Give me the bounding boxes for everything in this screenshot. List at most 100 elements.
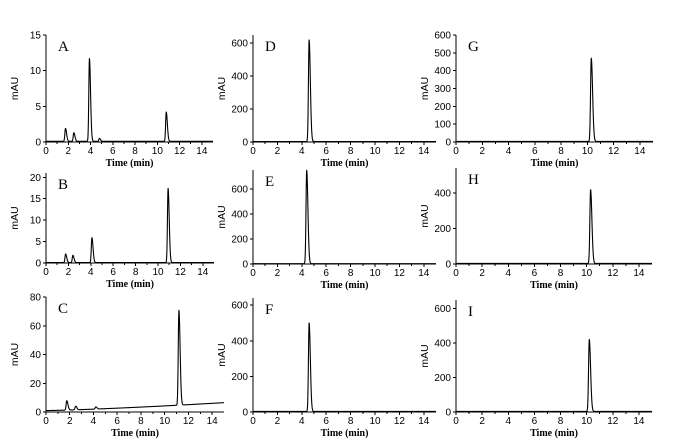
y-axis-title: mAU (419, 204, 431, 227)
panel-f: 0 2 4 6 8 10 12 14 0 200 400 600 Time (min) mAU F (216, 298, 437, 439)
y-tick-label: 60 (30, 321, 42, 332)
y-tick-label: 300 (434, 84, 451, 95)
y-tick-label: 200 (231, 105, 248, 116)
x-tick-label: 0 (250, 416, 256, 427)
y-tick-label: 20 (30, 173, 42, 184)
y-tick-label: 5 (35, 102, 41, 113)
x-tick-label: 8 (558, 146, 564, 157)
y-tick-label: 200 (434, 102, 451, 113)
x-tick-label: 12 (607, 416, 619, 427)
y-tick-label: 200 (434, 224, 451, 235)
x-tick-label: 8 (132, 146, 138, 157)
x-tick-label: 6 (323, 146, 329, 157)
y-axis-title: mAU (9, 206, 21, 229)
chromatogram-trace (45, 309, 225, 412)
panel-a: 0 2 4 6 8 10 12 14 0 5 10 15 Time (min) mAU A (9, 31, 214, 169)
y-tick-label: 400 (434, 188, 451, 199)
x-axis-title: Time (min) (321, 428, 369, 439)
x-tick-label: 0 (43, 267, 49, 278)
x-tick-label: 10 (369, 416, 381, 427)
x-axis-title: Time (min) (111, 428, 159, 439)
x-tick-label: 4 (505, 268, 511, 279)
x-tick-label: 0 (43, 146, 49, 157)
chromatogram-trace (252, 169, 437, 265)
x-tick-label: 2 (479, 146, 485, 157)
y-tick-label: 600 (434, 31, 451, 42)
chromatogram-trace (455, 189, 653, 265)
panel-h: 0 2 4 6 8 10 12 14 0 200 400 Time (min) mAU H (419, 168, 653, 291)
x-tick-label: 2 (275, 416, 281, 427)
panel-d: 0 2 4 6 8 10 12 14 0 200 400 600 Time (min) mAU D (216, 35, 437, 169)
x-tick-label: 12 (394, 268, 406, 279)
x-tick-label: 14 (197, 267, 209, 278)
x-tick-label: 8 (138, 416, 144, 427)
x-tick-label: 0 (250, 268, 256, 279)
x-tick-label: 10 (152, 146, 164, 157)
y-tick-label: 40 (30, 350, 42, 361)
x-tick-label: 10 (152, 267, 164, 278)
y-tick-label: 500 (434, 48, 451, 59)
x-tick-label: 4 (299, 146, 305, 157)
panel-label: G (468, 39, 479, 55)
y-tick-label: 600 (231, 39, 248, 50)
y-tick-label: 400 (231, 336, 248, 347)
panel-label: I (468, 304, 473, 320)
x-tick-label: 14 (633, 416, 645, 427)
x-tick-label: 4 (88, 146, 94, 157)
chromatogram-trace (45, 187, 215, 264)
y-axis-title: mAU (216, 205, 228, 228)
panel-label: C (58, 301, 68, 317)
y-tick-label: 80 (30, 293, 42, 304)
x-axis-title: Time (min) (106, 279, 154, 290)
chromatogram-trace (455, 57, 654, 143)
panel-label: F (265, 302, 273, 318)
x-tick-label: 4 (299, 416, 305, 427)
y-tick-label: 600 (434, 304, 451, 315)
chromatogram-trace (45, 57, 214, 142)
x-axis-title: Time (min) (106, 158, 154, 169)
x-tick-label: 6 (532, 146, 538, 157)
x-tick-label: 14 (207, 416, 219, 427)
y-tick-label: 200 (231, 372, 248, 383)
x-tick-label: 2 (67, 416, 73, 427)
x-tick-label: 14 (418, 416, 430, 427)
x-tick-label: 2 (479, 268, 485, 279)
x-tick-label: 6 (323, 268, 329, 279)
x-axis-title: Time (min) (531, 158, 579, 169)
y-tick-label: 10 (30, 216, 42, 227)
y-tick-label: 600 (231, 301, 248, 312)
panel-b: 0 2 4 6 8 10 12 14 0 5 10 15 20 Time (min) mAU B (9, 173, 215, 290)
y-axis-title: mAU (216, 77, 228, 100)
x-tick-label: 12 (174, 146, 186, 157)
panel-c: 0 2 4 6 8 10 12 14 0 20 40 60 80 Time (min) mAU C (9, 293, 225, 439)
x-tick-label: 12 (175, 267, 187, 278)
x-tick-label: 12 (394, 146, 406, 157)
y-tick-label: 10 (30, 66, 42, 77)
y-tick-label: 15 (30, 194, 42, 205)
x-tick-label: 12 (607, 268, 619, 279)
y-tick-label: 400 (231, 72, 248, 83)
x-tick-label: 4 (88, 267, 94, 278)
y-axis-title: mAU (216, 343, 228, 366)
x-tick-label: 0 (453, 268, 459, 279)
x-tick-label: 0 (453, 146, 459, 157)
y-tick-label: 0 (242, 138, 248, 149)
x-tick-label: 8 (133, 267, 139, 278)
y-tick-label: 20 (30, 379, 42, 390)
y-tick-label: 5 (35, 237, 41, 248)
y-tick-label: 0 (35, 408, 41, 419)
x-tick-label: 8 (558, 268, 564, 279)
panel-label: A (58, 39, 69, 55)
y-axis-title: mAU (9, 77, 21, 100)
chromatogram-trace (252, 322, 437, 413)
x-axis-title: Time (min) (321, 158, 369, 169)
chromatogram-trace (455, 338, 653, 413)
y-tick-label: 0 (35, 138, 41, 149)
x-axis-title: Time (min) (530, 280, 578, 291)
x-tick-label: 12 (608, 146, 620, 157)
x-tick-label: 2 (66, 267, 72, 278)
x-tick-label: 2 (479, 416, 485, 427)
chromatogram-trace (252, 39, 437, 143)
y-tick-label: 0 (242, 408, 248, 419)
